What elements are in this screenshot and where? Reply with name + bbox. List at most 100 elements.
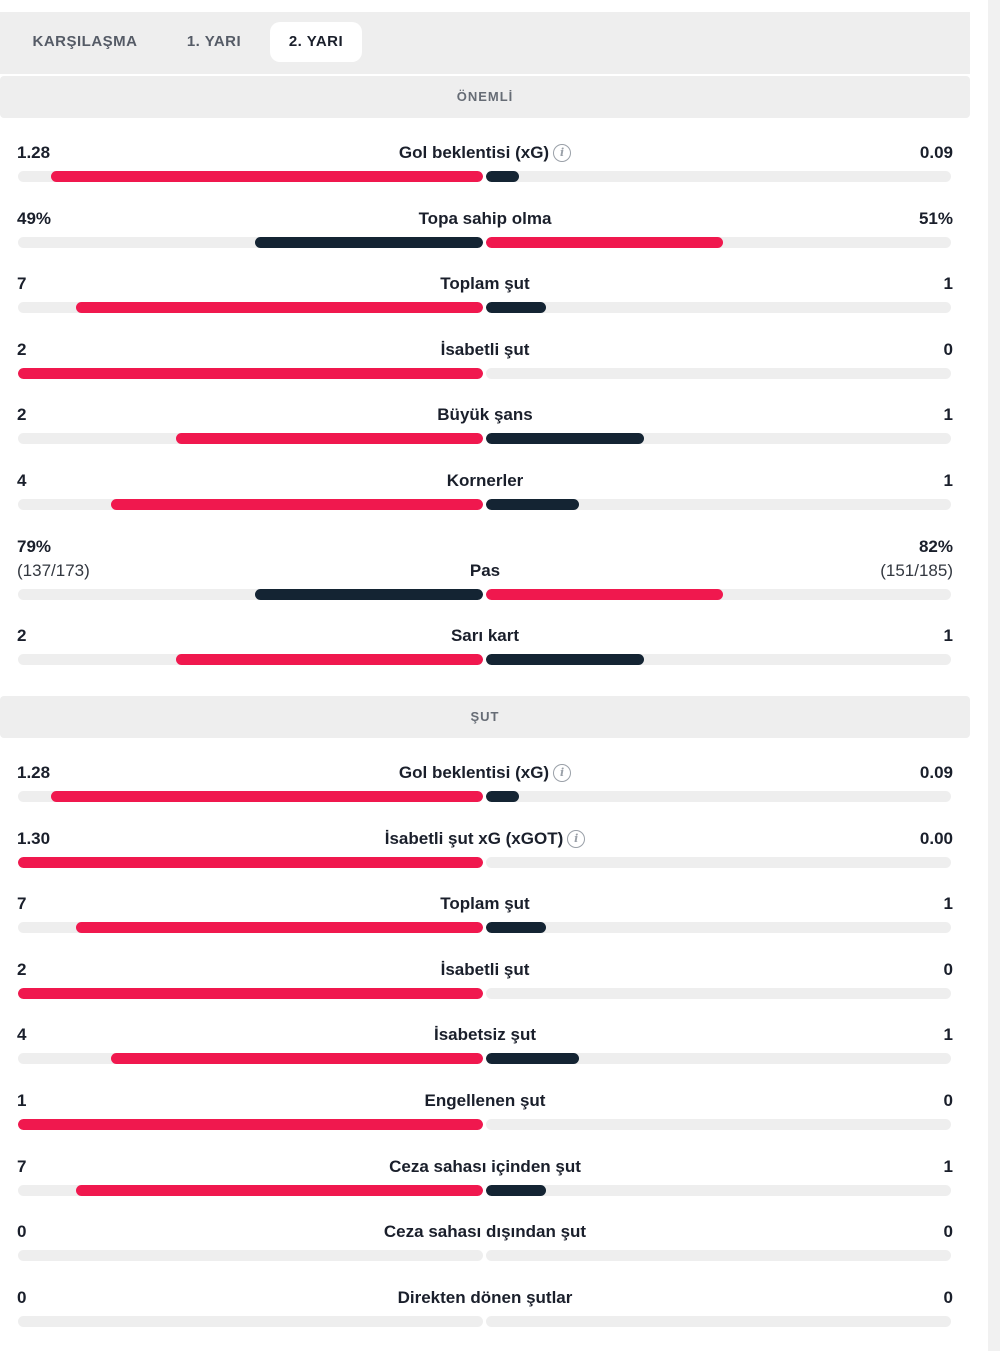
stat-label-text: Engellenen şut [424,1091,546,1110]
stat-away-value: 0.09 [920,763,953,783]
away-bar-fill [486,171,519,182]
home-bar-track [18,236,483,248]
stat-away-main: 0 [943,959,953,979]
stat-label-text: Kornerler [446,471,524,490]
away-bar-track [486,987,951,999]
stat-label: İsabetsiz şut [0,1025,970,1045]
stat-label: Gol beklentisi (xG) i [0,143,970,163]
stat-home-main: 1.28 [17,143,51,162]
stat-away-main: 82% [918,536,953,556]
home-bar-fill [176,654,483,666]
away-bar-track [486,1315,951,1327]
home-bar-track [18,171,483,182]
stat-label: Engellenen şut [0,1091,970,1111]
home-bar-fill [76,302,483,314]
section-header: ŞUT [0,696,970,738]
stat-home-main: 2 [17,405,27,425]
home-bar-fill [255,588,483,600]
stat-away-main: 0 [943,1091,953,1110]
home-bar-track [18,791,483,802]
stat-label-text: Pas [469,560,501,580]
home-bar-fill [18,367,483,379]
home-bar-fill [18,1119,483,1130]
home-bar-track [18,1184,483,1196]
info-icon[interactable]: i [553,764,572,782]
stat-away-main: 0.09 [919,763,953,782]
stat-label-text: Toplam şut [440,274,530,294]
stat-away-value: 0 [944,1288,953,1308]
tab-second-half[interactable]: 2. YARI [270,22,362,62]
away-bar-track [486,171,951,182]
stat-label-text: Toplam şut [440,894,530,914]
home-bar-track [18,654,483,666]
info-icon[interactable]: i [567,829,586,848]
home-bar-track [18,856,483,868]
stat-away-main: 1 [943,1025,953,1045]
home-bar-track [18,1119,483,1130]
stat-home-value: 2 [17,626,26,646]
away-bar-track [486,654,951,666]
stat-label: Gol beklentisi (xG) i [0,763,970,783]
stat-away-main: 1 [943,405,953,425]
stat-label: Büyük şans [0,405,970,425]
stat-home-main: 2 [17,339,27,359]
stat-label: Ceza sahası dışından şut [0,1222,970,1242]
stat-away-value: 0 [944,960,953,980]
stat-label-text: Büyük şans [437,405,533,425]
stat-home-value: 1.30 [17,829,50,849]
stat-home-value: 2 [17,960,26,980]
stat-home-value: 4 [17,1025,26,1045]
stat-away-sub: (151/185) [880,560,953,580]
away-bar-track [486,433,951,445]
stat-home-value: 1.28 [17,143,50,163]
away-bar-track [486,236,951,248]
stat-label: Kornerler [0,471,970,491]
stat-away-value: 1 [944,1025,953,1045]
stat-away-value: 1 [944,1157,953,1177]
tab-first-half[interactable]: 1. YARI [186,33,242,50]
stat-away-main: 1 [943,274,953,294]
stat-home-value: 2 [17,340,26,360]
away-bar-track [486,1184,951,1196]
period-tabs: KARŞILAŞMA 1. YARI 2. YARI [0,12,970,74]
stat-home-main: 0 [17,1287,27,1307]
stat-label-text: İsabetli şut xG (xGOT) [384,828,564,848]
home-bar-track [18,987,483,999]
away-bar-fill [486,1053,579,1065]
stat-away-value: 1 [944,405,953,425]
stat-label: Topa sahip olma [0,209,970,229]
stat-home-value: 1.28 [17,763,50,783]
stat-home-sub: (137/173) [17,560,90,580]
stat-label: Direkten dönen şutlar [0,1288,970,1308]
stat-home-value: 7 [17,274,26,294]
home-bar-track [18,1053,483,1065]
tab-match[interactable]: KARŞILAŞMA [32,33,138,50]
stat-home-value: 0 [17,1288,26,1308]
away-bar-track [486,1053,951,1065]
home-bar-fill [176,433,483,445]
home-bar-track [18,922,483,934]
stat-home-value: 49% [17,209,51,229]
stat-label-text: Ceza sahası içinden şut [389,1156,581,1176]
info-icon[interactable]: i [553,144,572,162]
stat-label: Toplam şut [0,274,970,294]
stat-label-text: Sarı kart [450,626,520,646]
stat-label-text: Gol beklentisi (xG) [398,763,550,782]
stat-away-value: 82% (151/185) [880,537,953,581]
home-bar-track [18,588,483,600]
away-bar-fill [486,588,724,600]
stat-label: İsabetli şut [0,340,970,360]
stat-label: Pas [0,561,970,581]
page-scrollbar[interactable] [988,0,1000,1351]
stat-away-main: 0.00 [919,828,953,848]
stat-away-main: 51% [918,208,953,228]
home-bar-fill [76,1184,483,1196]
home-bar-track [18,1315,483,1327]
stat-away-value: 0.00 [920,829,953,849]
away-bar-track [486,302,951,314]
away-bar-track [486,1119,951,1130]
away-bar-fill [486,922,547,934]
stat-home-main: 1.30 [17,828,51,848]
stat-away-value: 51% [919,209,953,229]
stat-away-value: 0 [944,1091,953,1111]
